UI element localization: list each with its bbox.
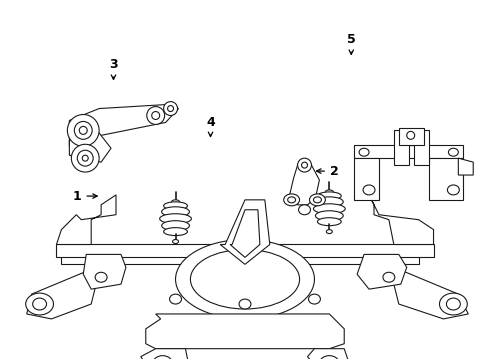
Ellipse shape (67, 114, 99, 146)
Ellipse shape (315, 197, 343, 207)
Ellipse shape (317, 192, 341, 200)
Polygon shape (56, 244, 433, 257)
Ellipse shape (175, 239, 314, 319)
Polygon shape (356, 255, 406, 289)
Polygon shape (427, 158, 462, 200)
Polygon shape (69, 105, 178, 146)
Polygon shape (56, 195, 116, 244)
Polygon shape (230, 210, 259, 257)
Ellipse shape (77, 150, 93, 166)
Polygon shape (307, 349, 348, 360)
Ellipse shape (33, 298, 46, 310)
Polygon shape (353, 145, 462, 165)
Ellipse shape (447, 148, 457, 156)
Ellipse shape (171, 200, 179, 204)
Ellipse shape (71, 144, 99, 172)
Polygon shape (141, 349, 188, 360)
Ellipse shape (95, 272, 107, 282)
Ellipse shape (163, 102, 177, 116)
Ellipse shape (362, 185, 374, 195)
Ellipse shape (239, 299, 250, 309)
Ellipse shape (313, 204, 345, 214)
Ellipse shape (79, 126, 87, 134)
Ellipse shape (163, 202, 187, 210)
Ellipse shape (309, 194, 325, 206)
Ellipse shape (74, 121, 92, 139)
Polygon shape (398, 129, 423, 145)
Ellipse shape (297, 158, 311, 172)
Polygon shape (61, 249, 418, 279)
Polygon shape (220, 200, 269, 264)
Ellipse shape (319, 356, 339, 360)
Ellipse shape (160, 214, 191, 224)
Text: 4: 4 (206, 116, 214, 136)
Ellipse shape (315, 211, 343, 221)
Ellipse shape (317, 218, 341, 226)
Polygon shape (457, 158, 472, 175)
Ellipse shape (406, 131, 414, 139)
Ellipse shape (446, 298, 459, 310)
Ellipse shape (146, 107, 164, 125)
Polygon shape (353, 158, 378, 200)
Ellipse shape (162, 207, 189, 217)
Ellipse shape (151, 112, 160, 120)
Text: 1: 1 (73, 190, 97, 203)
Polygon shape (368, 195, 433, 244)
Polygon shape (27, 269, 96, 319)
Ellipse shape (358, 148, 368, 156)
Polygon shape (69, 130, 111, 162)
Ellipse shape (439, 293, 467, 315)
Text: 5: 5 (346, 33, 355, 54)
Ellipse shape (152, 356, 172, 360)
Ellipse shape (169, 294, 181, 304)
Ellipse shape (172, 239, 178, 243)
Polygon shape (393, 130, 427, 165)
Ellipse shape (287, 197, 295, 203)
Ellipse shape (447, 185, 458, 195)
Polygon shape (289, 165, 319, 205)
Ellipse shape (283, 194, 299, 206)
Ellipse shape (26, 293, 53, 315)
Ellipse shape (308, 294, 320, 304)
Polygon shape (145, 314, 344, 349)
Ellipse shape (167, 105, 173, 112)
Ellipse shape (82, 155, 88, 161)
Ellipse shape (382, 272, 394, 282)
Ellipse shape (190, 249, 299, 309)
Ellipse shape (301, 162, 307, 168)
Text: 3: 3 (109, 58, 118, 79)
Ellipse shape (325, 190, 333, 194)
Polygon shape (393, 269, 468, 319)
Text: 2: 2 (316, 165, 338, 177)
Polygon shape (83, 255, 126, 289)
Ellipse shape (325, 230, 332, 234)
Ellipse shape (298, 205, 310, 215)
Ellipse shape (162, 221, 189, 231)
Ellipse shape (163, 228, 187, 235)
Ellipse shape (313, 197, 321, 203)
